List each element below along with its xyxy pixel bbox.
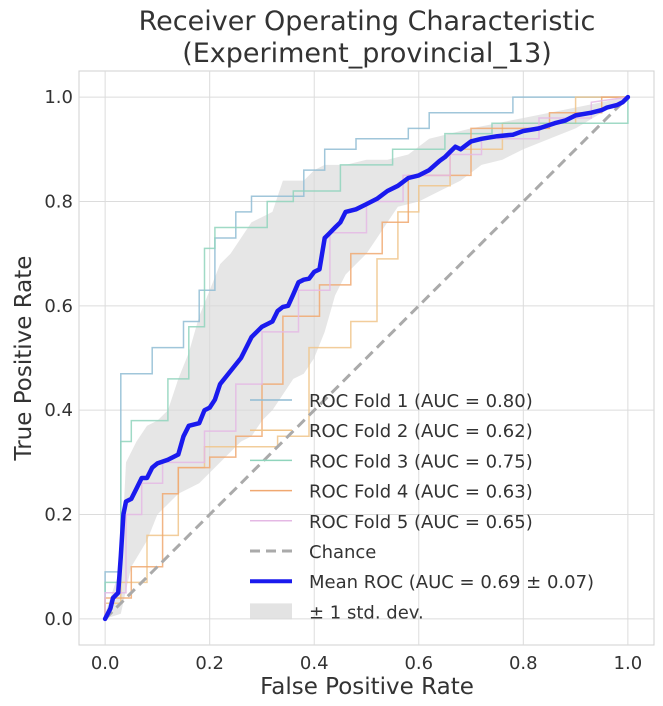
x-tick-label-0: 0.0 xyxy=(91,653,120,674)
fold-1-curve xyxy=(104,96,628,619)
y-tick-label-1: 0.2 xyxy=(44,505,73,526)
y-tick-label-0: 0.0 xyxy=(44,609,73,630)
fold-4-curve xyxy=(104,96,628,619)
y-tick-labels: 0.0 0.2 0.4 0.6 0.8 1.0 xyxy=(44,87,73,630)
legend-swatch-band xyxy=(250,603,292,620)
legend-label-2: ROC Fold 2 (AUC = 0.62) xyxy=(309,421,533,442)
legend-label-6: Chance xyxy=(309,542,376,563)
chart-title-line-2: (Experiment_provincial_13) xyxy=(182,38,552,69)
fold-2-curve xyxy=(104,96,628,619)
legend-label-8: ± 1 std. dev. xyxy=(309,602,424,623)
x-tick-label-5: 1.0 xyxy=(614,653,643,674)
y-tick-label-3: 0.6 xyxy=(44,296,73,317)
y-axis-label: True Positive Rate xyxy=(11,256,37,462)
legend: ROC Fold 1 (AUC = 0.80) ROC Fold 2 (AUC =… xyxy=(250,391,594,623)
chart-title-line-1: Receiver Operating Characteristic xyxy=(139,6,596,37)
legend-label-7: Mean ROC (AUC = 0.69 ± 0.07) xyxy=(309,572,594,593)
legend-label-3: ROC Fold 3 (AUC = 0.75) xyxy=(309,451,533,472)
x-tick-label-2: 0.4 xyxy=(300,653,329,674)
x-tick-label-3: 0.6 xyxy=(404,653,433,674)
chance-line xyxy=(104,96,629,620)
y-tick-label-4: 0.8 xyxy=(44,191,73,212)
mean-roc-curve xyxy=(102,94,631,622)
x-tick-label-4: 0.8 xyxy=(509,653,538,674)
chance-line-layer xyxy=(104,96,629,620)
x-tick-label-1: 0.2 xyxy=(195,653,224,674)
legend-label-1: ROC Fold 1 (AUC = 0.80) xyxy=(309,391,533,412)
x-axis-label: False Positive Rate xyxy=(260,674,474,700)
y-tick-label-5: 1.0 xyxy=(44,87,73,108)
y-tick-label-2: 0.4 xyxy=(44,400,73,421)
legend-label-5: ROC Fold 5 (AUC = 0.65) xyxy=(309,512,533,533)
legend-label-4: ROC Fold 4 (AUC = 0.63) xyxy=(309,482,533,503)
x-tick-labels: 0.0 0.2 0.4 0.6 0.8 1.0 xyxy=(91,653,642,674)
fold-3-curve xyxy=(104,97,629,619)
mean-curve-layer xyxy=(102,94,631,622)
